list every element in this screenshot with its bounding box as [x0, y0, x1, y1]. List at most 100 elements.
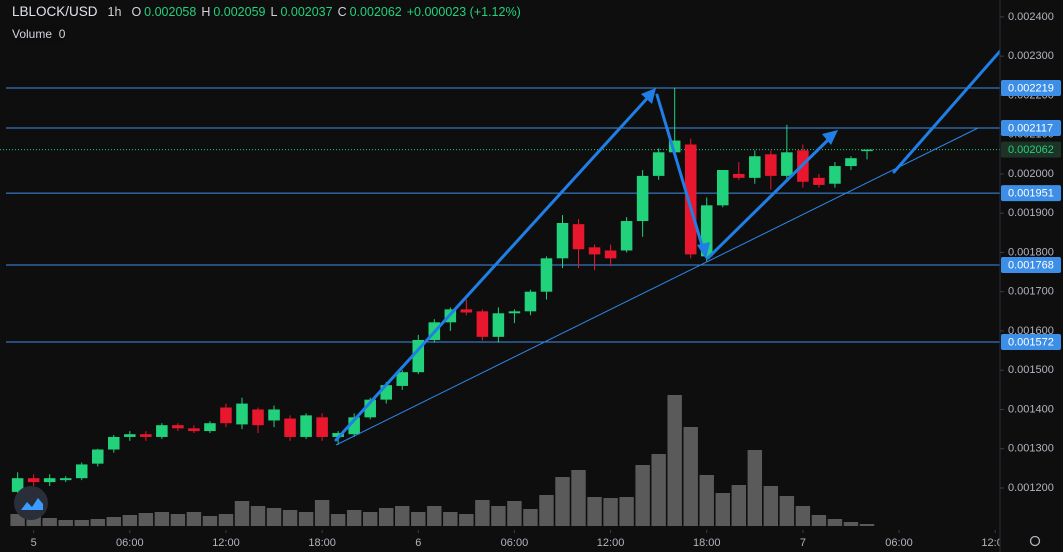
- arrow: [892, 31, 1018, 174]
- volume-bar: [362, 512, 378, 526]
- arrow-head: [697, 242, 710, 259]
- volume-bar: [763, 486, 779, 526]
- settings-button[interactable]: [1029, 535, 1041, 547]
- settings-icon: [1029, 535, 1041, 547]
- volume-bar: [475, 500, 490, 526]
- ohlc-value: 0.002059: [213, 5, 266, 19]
- candle-body: [91, 449, 104, 464]
- candle-body: [268, 409, 280, 421]
- level-label: 0.001572: [1008, 336, 1054, 348]
- volume-bar: [715, 493, 730, 526]
- y-tick-label: 0.001300: [1008, 443, 1054, 455]
- volume-bar: [427, 506, 442, 526]
- volume-bar: [699, 475, 714, 526]
- candle-body: [332, 433, 344, 437]
- drawings: [334, 27, 1021, 446]
- candle-body: [556, 222, 569, 259]
- volume-bar: [266, 508, 282, 526]
- candle-body: [75, 464, 88, 479]
- candle-layer: [11, 87, 873, 500]
- candle-body: [43, 478, 56, 483]
- x-tick-label: 5: [31, 537, 37, 549]
- legend-row: LBLOCK/USD 1h O 0.002058 H 0.002059 L 0.002037 C…: [12, 3, 526, 21]
- volume-bar: [298, 512, 314, 526]
- volume-bar: [811, 515, 827, 526]
- logo-mark: [21, 498, 43, 510]
- candle-body: [252, 409, 264, 426]
- candle-body: [716, 169, 729, 206]
- volume-bar: [170, 514, 186, 526]
- volume-bar: [411, 512, 426, 526]
- candle-body: [27, 478, 40, 483]
- x-tick-label: 7: [800, 537, 806, 549]
- volume-value: 0: [58, 27, 66, 41]
- level-label: 0.001951: [1008, 188, 1054, 200]
- candle-body: [284, 418, 296, 437]
- volume-bar: [683, 427, 698, 526]
- candle-body: [476, 311, 489, 337]
- candle-body: [316, 417, 328, 437]
- ohlc-value: 0.002037: [280, 5, 333, 19]
- ohlc-label: O: [131, 5, 142, 19]
- candle-body: [684, 144, 697, 255]
- candle-body: [829, 166, 841, 184]
- ohlc-label: H: [201, 5, 211, 19]
- level-label: 0.002219: [1008, 82, 1054, 94]
- level-label-box: [1001, 185, 1061, 202]
- current-price-label: 0.002062: [1008, 144, 1054, 156]
- x-tick-label: 06:00: [501, 537, 529, 549]
- volume-bar: [282, 510, 298, 526]
- arrow: [655, 93, 706, 254]
- candle-body: [604, 250, 617, 259]
- candle-body: [652, 152, 665, 176]
- arrow: [334, 91, 654, 442]
- level-label-box: [1001, 333, 1061, 350]
- y-tick-label: 0.002000: [1008, 168, 1054, 180]
- volume-bar: [555, 477, 570, 526]
- y-tick-label: 0.001500: [1008, 364, 1054, 376]
- candle-body: [11, 478, 24, 492]
- interval: 1h: [107, 5, 122, 19]
- volume-bar: [58, 520, 73, 526]
- candle-body: [59, 478, 72, 481]
- volume-bar: [122, 515, 138, 526]
- volume-bar: [443, 512, 458, 526]
- volume-layer: [10, 395, 875, 526]
- volume-bar: [859, 524, 875, 526]
- candle-body: [364, 399, 376, 418]
- candle-body: [845, 158, 857, 167]
- current-price-box: [1001, 141, 1061, 158]
- y-tick-label: 0.001200: [1008, 482, 1054, 494]
- candle-body: [636, 175, 649, 222]
- candle-body: [380, 385, 392, 400]
- x-tick-label: 6: [415, 537, 421, 549]
- arrows: [334, 31, 1018, 442]
- candle-body: [124, 434, 136, 437]
- arrow-heads: [641, 27, 1021, 259]
- volume-bar: [346, 510, 362, 526]
- candle-body: [813, 177, 825, 185]
- volume-bar: [74, 520, 89, 526]
- x-tick-label: 06:00: [116, 537, 144, 549]
- candle-body: [588, 247, 601, 255]
- candle-body: [188, 428, 200, 432]
- legend: LBLOCK/USD 1h O 0.002058 H 0.002059 L 0.002037 C…: [12, 3, 526, 43]
- candle-body: [781, 152, 793, 176]
- volume-bar: [379, 508, 394, 526]
- volume-bar: [218, 514, 234, 526]
- candle-body: [620, 221, 633, 251]
- candle-body: [156, 425, 168, 437]
- x-tick-label: 18:00: [308, 537, 336, 549]
- volume-bar: [843, 522, 859, 526]
- volume-bar: [795, 506, 811, 526]
- y-tick-label: 0.001900: [1008, 207, 1054, 219]
- volume-bar: [523, 509, 538, 526]
- arrow: [706, 134, 834, 260]
- volume-legend: Volume 0: [12, 25, 66, 43]
- level-layer: [0, 87, 1000, 343]
- candle-body: [508, 311, 521, 314]
- symbol: LBLOCK/USD: [12, 4, 98, 19]
- candle-body: [861, 149, 873, 152]
